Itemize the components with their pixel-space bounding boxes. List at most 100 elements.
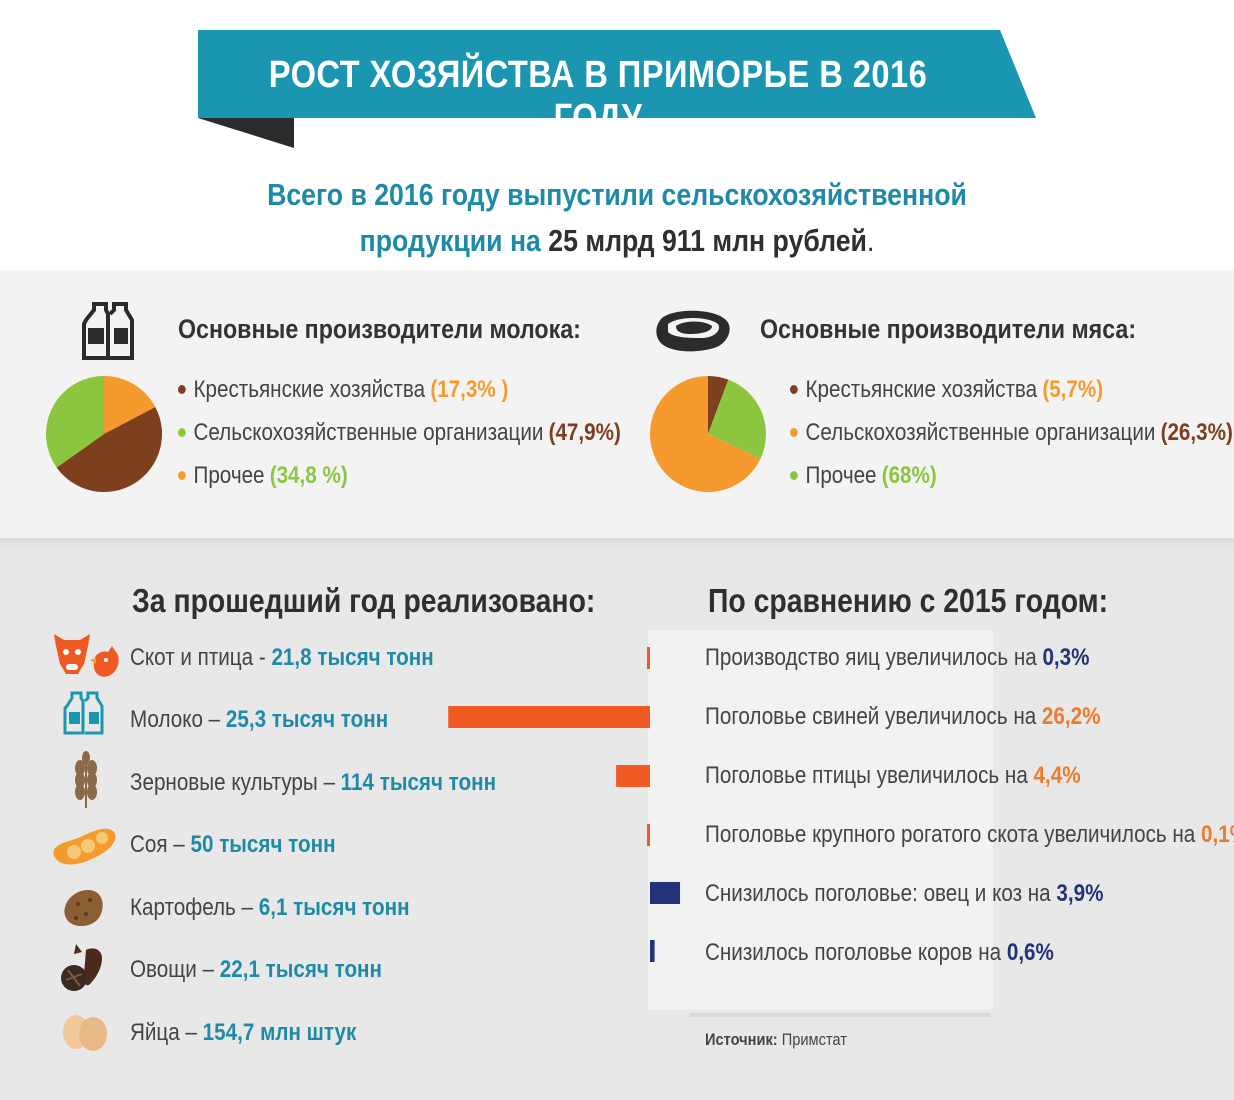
summary-line-1: Всего в 2016 году выпустили сельскохозяй…: [267, 177, 967, 212]
sold-item: Молоко – 25,3 тысяч тонн: [130, 706, 388, 734]
sold-item-label: Яйца –: [130, 1019, 203, 1046]
eggs-icon: [63, 1015, 107, 1051]
compare-item-value: 0,3%: [1042, 644, 1090, 671]
milk-legend-label: Сельскохозяйственные организации: [193, 419, 544, 446]
milk-legend-label: Прочее: [193, 462, 265, 489]
meat-legend-value: (26,3%): [1160, 419, 1233, 446]
summary-prefix: продукции на: [359, 223, 541, 258]
sold-item-label: Зерновые культуры –: [130, 769, 341, 796]
sold-item-label: Скот и птица -: [130, 644, 272, 671]
legend-dot: [178, 471, 186, 480]
sold-item-value: 25,3 тысяч тонн: [225, 706, 389, 733]
compare-title: По сравнению с 2015 годом:: [708, 582, 1109, 619]
pie-slice: [104, 376, 156, 434]
potato-icon: [64, 890, 103, 927]
milk-title: Основные производители молока:: [178, 314, 581, 344]
cow-chicken-icon: [54, 634, 119, 677]
meat-legend: Крестьянские хозяйства (5,7%) Сельскохозя…: [790, 368, 1233, 497]
compare-item-label: Снизилось поголовье: овец и коз на: [705, 880, 1057, 907]
steak-icon: [656, 310, 730, 352]
summary-end: .: [866, 223, 875, 258]
comparison-bar: [647, 647, 650, 669]
page-title: РОСТ ХОЗЯЙСТВА В ПРИМОРЬЕ В 2016 ГОДУ: [268, 54, 928, 139]
compare-item: Производство яиц увеличилось на 0,3%: [705, 644, 1090, 672]
results-section: [0, 540, 1234, 1100]
summary-text: Всего в 2016 году выпустили сельскохозяй…: [86, 172, 1147, 264]
vegetables-icon: [61, 944, 102, 991]
summary-amount: 25 млрд 911 млн рублей: [548, 223, 867, 258]
meat-legend-row: Прочее (68%): [790, 454, 1233, 497]
pie-slice: [708, 376, 729, 434]
milk-legend-row: Прочее (34,8 %): [178, 454, 621, 497]
comparison-bar: [647, 824, 650, 846]
comparison-chart-panel: [648, 630, 993, 1010]
milk-bottles-icon: [63, 691, 104, 735]
compare-item-value: 0,1%: [1201, 821, 1234, 848]
milk-bottles-icon: [82, 302, 134, 360]
meat-legend-row: Сельскохозяйственные организации (26,3%): [790, 411, 1233, 454]
compare-item: Снизилось поголовье коров на 0,6%: [705, 939, 1054, 967]
milk-pie-chart: [46, 376, 162, 492]
banner-shape: [198, 30, 1036, 118]
meat-legend-label: Крестьянские хозяйства: [805, 376, 1038, 403]
sold-item: Картофель – 6,1 тысяч тонн: [130, 894, 410, 922]
meat-legend-value: (5,7%): [1042, 376, 1104, 403]
source-value: Примстат: [777, 1030, 847, 1049]
meat-legend-row: Крестьянские хозяйства (5,7%): [790, 368, 1233, 411]
sold-item-value: 50 тысяч тонн: [190, 831, 336, 858]
pie-slice: [708, 379, 766, 459]
banner-fold: [198, 118, 294, 148]
compare-item-value: 3,9%: [1056, 880, 1104, 907]
comparison-bar: [616, 765, 650, 787]
compare-item-label: Поголовье свиней увеличилось на: [705, 703, 1042, 730]
compare-item-label: Поголовье птицы увеличилось на: [705, 762, 1034, 789]
sold-item: Соя – 50 тысяч тонн: [130, 831, 336, 859]
compare-item: Поголовье свиней увеличилось на 26,2%: [705, 703, 1100, 731]
milk-legend-value: (34,8 %): [269, 462, 348, 489]
pie-slice: [650, 376, 761, 492]
compare-item-label: Снизилось поголовье коров на: [705, 939, 1007, 966]
source-label: Источник:: [705, 1030, 778, 1049]
meat-legend-label: Сельскохозяйственные организации: [805, 419, 1156, 446]
sold-item-value: 6,1 тысяч тонн: [258, 894, 410, 921]
sold-title: За прошедший год реализовано:: [132, 582, 596, 619]
sold-item: Яйца – 154,7 млн штук: [130, 1019, 356, 1047]
pie-slice: [46, 376, 104, 468]
milk-legend-value: (47,9%): [548, 419, 621, 446]
sold-item-value: 22,1 тысяч тонн: [219, 956, 382, 983]
legend-dot: [790, 471, 798, 480]
legend-dot: [790, 385, 798, 394]
sold-item-label: Картофель –: [130, 894, 259, 921]
meat-legend-value: (68%): [881, 462, 937, 489]
compare-item-value: 0,6%: [1006, 939, 1054, 966]
milk-legend: Крестьянские хозяйства (17,3% ) Сельскохо…: [178, 368, 621, 497]
comparison-bar: [650, 940, 655, 962]
summary-line-2: продукции на 25 млрд 911 млн рублей.: [86, 218, 1147, 264]
sold-item: Скот и птица - 21,8 тысяч тонн: [130, 644, 434, 672]
compare-item-label: Производство яиц увеличилось на: [705, 644, 1043, 671]
sold-item: Зерновые культуры – 114 тысяч тонн: [130, 769, 496, 797]
legend-dot: [178, 385, 186, 394]
sold-item-value: 154,7 млн штук: [202, 1019, 357, 1046]
sold-item-value: 114 тысяч тонн: [340, 769, 497, 796]
compare-item: Снизилось поголовье: овец и коз на 3,9%: [705, 880, 1103, 908]
wheat-icon: [75, 751, 97, 808]
sold-item-label: Соя –: [130, 831, 191, 858]
compare-item-value: 4,4%: [1033, 762, 1081, 789]
sold-item: Овощи – 22,1 тысяч тонн: [130, 956, 382, 984]
milk-legend-row: Сельскохозяйственные организации (47,9%): [178, 411, 621, 454]
legend-dot: [790, 428, 798, 437]
source-divider: [690, 1013, 990, 1017]
milk-legend-label: Крестьянские хозяйства: [193, 376, 426, 403]
sold-item-value: 21,8 тысяч тонн: [271, 644, 434, 671]
compare-item: Поголовье птицы увеличилось на 4,4%: [705, 762, 1081, 790]
section-divider: [0, 538, 1234, 548]
meat-pie-chart: [650, 376, 766, 492]
compare-item-label: Поголовье крупного рогатого скота увелич…: [705, 821, 1202, 848]
sold-item-label: Овощи –: [130, 956, 220, 983]
producers-section: [0, 270, 1234, 540]
meat-title: Основные производители мяса:: [760, 314, 1137, 344]
compare-item-value: 26,2%: [1041, 703, 1101, 730]
soy-icon: [53, 828, 116, 865]
